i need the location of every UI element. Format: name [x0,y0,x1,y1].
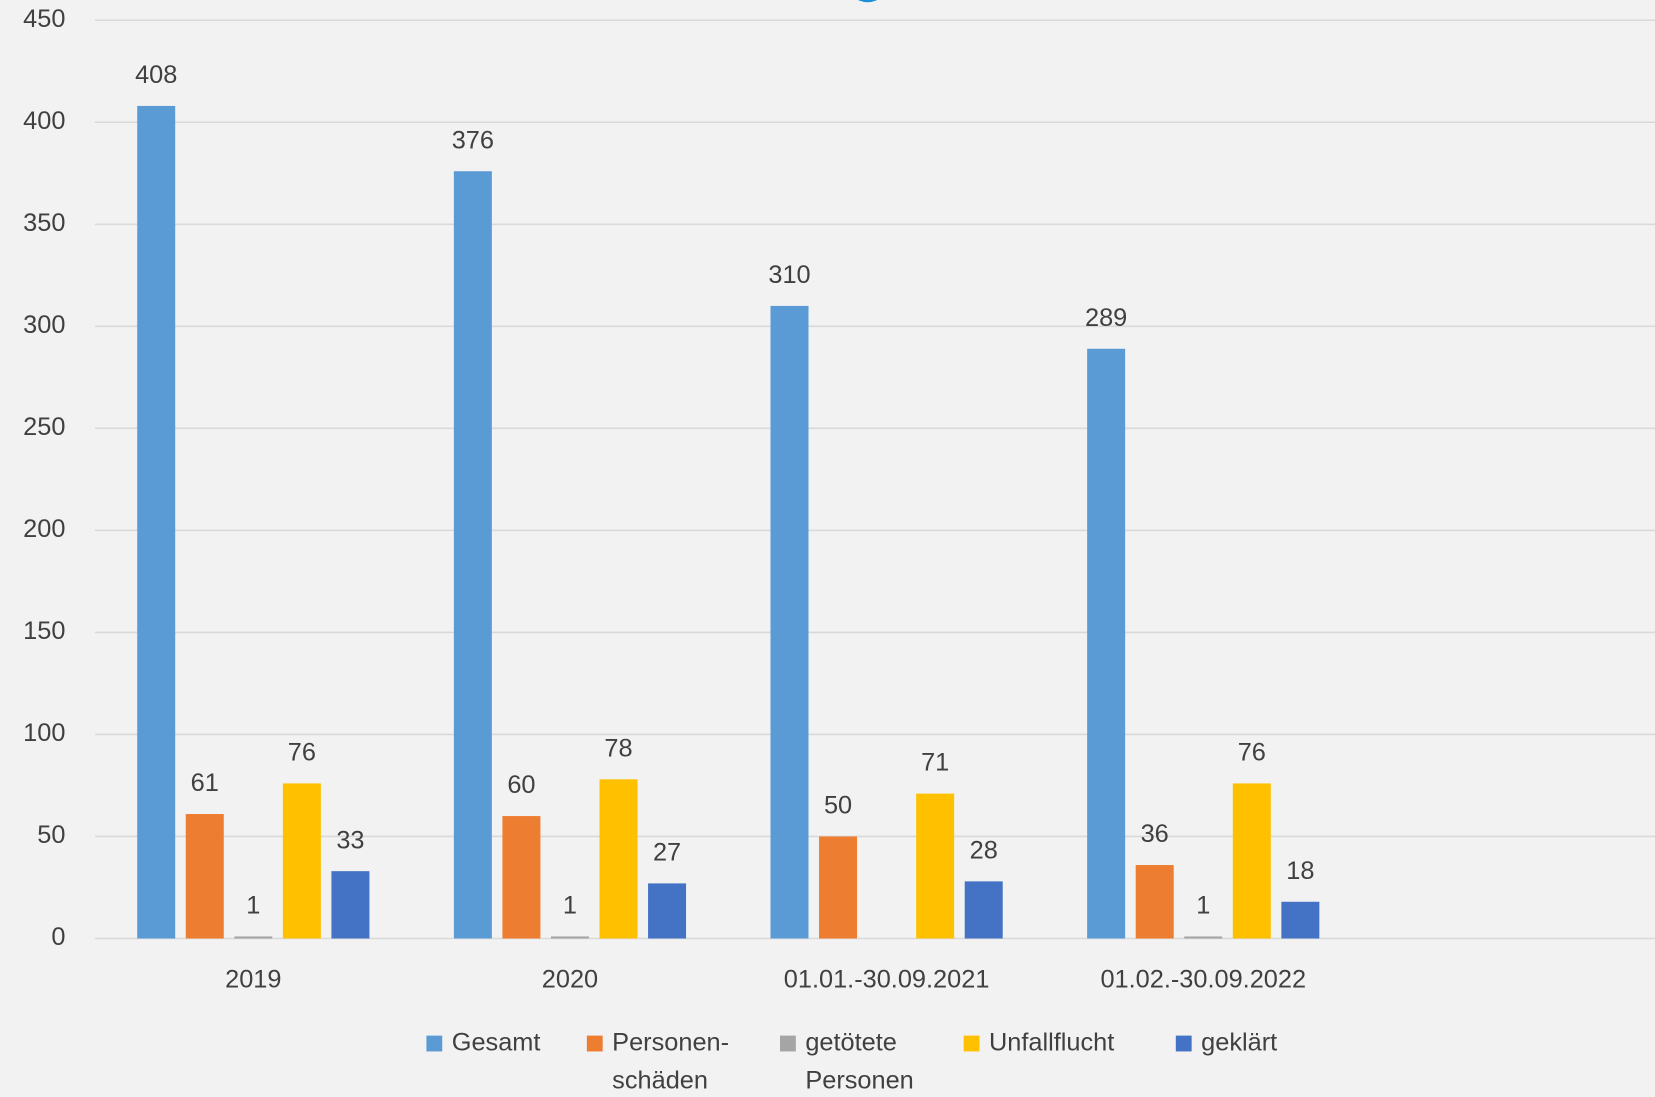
legend-item: Personen- schäden [612,1028,730,1095]
y-tick-label: 150 [23,617,65,645]
legend-item: geklärt [1201,1028,1278,1057]
bar [185,814,224,939]
bar [331,871,370,939]
logo-fragment [858,0,878,3]
y-tick-label: 450 [23,5,65,33]
legend-item: Gesamt [451,1028,541,1057]
bar [1087,348,1126,939]
x-tick-label: 2020 [542,965,598,993]
y-tick-label: 0 [51,923,65,951]
data-label: 61 [191,769,219,797]
bar [550,936,589,939]
bar [819,836,858,939]
data-label: 50 [824,792,852,820]
bar [502,816,541,939]
bar [453,171,492,939]
legend-swatch [1175,1035,1192,1052]
bar [599,779,638,939]
data-label: 1 [1196,892,1210,920]
y-tick-label: 250 [23,413,65,441]
x-tick-label: 2019 [225,965,281,993]
bar [282,783,321,939]
legend-swatch [780,1035,796,1052]
legend-swatch [963,1035,980,1052]
bar [1135,865,1174,939]
legend-item: Unfallflucht [988,1028,1115,1057]
bar [648,883,687,939]
bar [916,793,955,939]
data-label: 36 [1141,820,1169,848]
legend-label: Gesamt [451,1028,541,1057]
data-label: 27 [653,839,681,867]
data-label: 76 [1238,739,1266,767]
data-label: 78 [604,734,632,762]
data-label: 1 [563,892,577,920]
bar [964,881,1003,939]
bar [1232,783,1271,939]
legend-label: Personen- schäden [612,1028,730,1095]
data-label: 71 [921,749,949,777]
data-label: 289 [1085,304,1127,332]
data-label: 18 [1286,857,1314,885]
legend-label: Unfallflucht [988,1028,1115,1057]
bar [770,305,809,939]
bar [137,105,176,939]
data-label: 1 [246,892,260,920]
y-tick-label: 300 [23,311,65,339]
data-label: 76 [288,739,316,767]
legend-label: geklärt [1201,1028,1278,1057]
data-label: 33 [336,826,364,854]
x-tick-label: 01.02.-30.09.2022 [1100,965,1306,993]
data-label: 60 [507,771,535,799]
y-tick-label: 50 [37,821,65,849]
x-tick-label: 01.01.-30.09.2021 [784,965,990,993]
bar [234,936,273,939]
y-tick-label: 400 [23,107,65,135]
bar [1281,901,1320,939]
y-tick-label: 350 [23,209,65,237]
legend-swatch [586,1035,603,1052]
y-tick-label: 100 [23,719,65,747]
legend-label: getötete Personen [805,1028,914,1095]
y-tick-label: 200 [23,515,65,543]
legend-item: getötete Personen [805,1028,914,1095]
data-label: 376 [452,126,494,154]
data-label: 408 [135,61,177,89]
legend-swatch [426,1035,443,1052]
data-label: 28 [970,836,998,864]
data-label: 310 [768,261,810,289]
bar [1184,936,1223,939]
